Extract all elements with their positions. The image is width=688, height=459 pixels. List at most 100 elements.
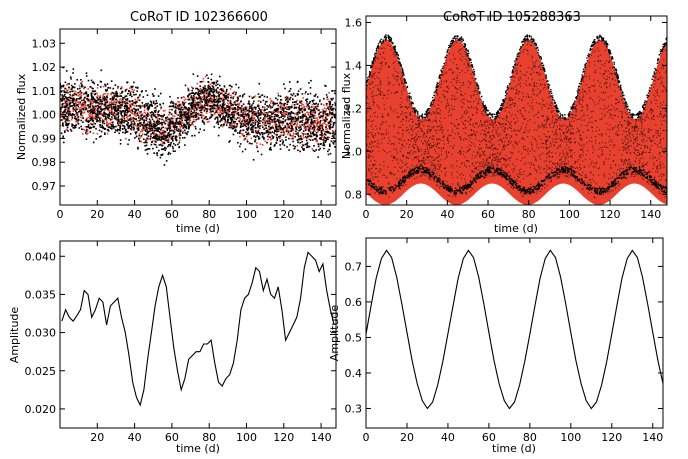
model-point xyxy=(140,140,142,143)
model-point xyxy=(141,130,143,132)
model-point xyxy=(141,128,143,131)
data-point xyxy=(385,134,387,136)
data-point xyxy=(153,127,156,129)
model-point xyxy=(254,95,257,97)
model-point xyxy=(146,138,149,141)
data-point xyxy=(133,118,136,120)
data-point xyxy=(457,152,459,154)
model-point xyxy=(270,107,272,109)
model-point xyxy=(304,113,307,115)
data-point xyxy=(67,96,70,99)
data-point xyxy=(295,130,297,133)
data-point xyxy=(473,101,475,103)
model-point xyxy=(297,140,299,142)
model-point xyxy=(288,125,290,127)
data-point xyxy=(157,114,159,116)
data-point xyxy=(91,123,94,126)
data-point xyxy=(319,138,322,140)
data-point xyxy=(415,151,417,153)
model-point xyxy=(167,120,169,123)
data-point xyxy=(97,110,99,113)
data-point xyxy=(637,144,639,146)
model-point xyxy=(113,101,116,103)
data-point xyxy=(476,151,478,153)
data-point xyxy=(199,92,202,95)
data-point xyxy=(244,148,247,151)
model-point xyxy=(200,108,203,111)
data-point xyxy=(195,111,197,114)
data-point xyxy=(177,121,179,124)
model-point xyxy=(201,104,203,107)
data-point xyxy=(180,113,182,115)
data-point xyxy=(455,39,457,41)
data-point xyxy=(81,99,83,102)
data-point xyxy=(175,129,178,131)
data-point xyxy=(152,123,155,125)
data-point xyxy=(209,108,211,111)
model-point xyxy=(246,115,248,118)
data-point xyxy=(298,138,301,140)
data-point xyxy=(327,153,330,156)
data-point xyxy=(197,88,199,91)
data-point xyxy=(99,98,102,101)
model-point xyxy=(91,102,94,105)
data-point xyxy=(647,137,649,139)
data-point xyxy=(601,152,603,155)
data-point xyxy=(480,124,483,126)
model-point xyxy=(138,110,141,113)
data-point xyxy=(332,131,335,134)
data-point xyxy=(299,117,302,119)
data-point xyxy=(62,115,64,118)
model-point xyxy=(89,106,92,109)
data-point xyxy=(643,151,645,153)
data-point xyxy=(186,133,188,136)
data-point xyxy=(197,103,200,106)
model-point xyxy=(274,122,277,125)
model-point xyxy=(111,121,113,124)
data-point xyxy=(80,85,83,88)
data-point xyxy=(220,88,223,90)
data-point xyxy=(641,127,643,129)
data-point xyxy=(144,145,146,147)
data-point xyxy=(230,102,232,105)
data-point xyxy=(299,150,301,153)
data-point xyxy=(190,92,193,95)
data-point xyxy=(661,104,663,106)
data-point xyxy=(406,162,408,164)
data-point xyxy=(135,100,138,103)
data-point xyxy=(73,125,76,127)
data-point xyxy=(250,106,253,108)
data-point xyxy=(98,129,101,132)
data-point xyxy=(660,133,662,135)
data-point xyxy=(555,130,557,133)
data-point xyxy=(272,112,275,114)
data-point xyxy=(323,110,325,113)
data-point xyxy=(211,85,214,87)
data-point xyxy=(217,117,219,119)
data-point xyxy=(602,188,604,190)
data-point xyxy=(418,122,420,124)
data-point xyxy=(129,100,131,103)
data-point xyxy=(71,123,73,125)
model-point xyxy=(121,87,123,89)
data-point xyxy=(152,95,155,97)
data-point xyxy=(117,124,119,127)
model-point xyxy=(138,95,141,98)
data-point xyxy=(175,120,178,122)
data-point xyxy=(286,146,288,148)
data-point xyxy=(235,130,237,132)
data-point xyxy=(444,96,446,98)
model-point xyxy=(263,107,266,109)
data-point xyxy=(203,121,205,124)
model-point xyxy=(102,94,104,96)
model-point xyxy=(78,103,80,105)
data-point xyxy=(531,102,533,104)
data-point xyxy=(218,126,220,129)
data-point xyxy=(569,124,571,126)
data-point xyxy=(155,152,158,155)
data-point xyxy=(216,100,219,102)
data-point xyxy=(119,143,122,145)
data-point xyxy=(204,117,206,120)
data-point xyxy=(505,136,507,139)
data-point xyxy=(103,99,106,102)
